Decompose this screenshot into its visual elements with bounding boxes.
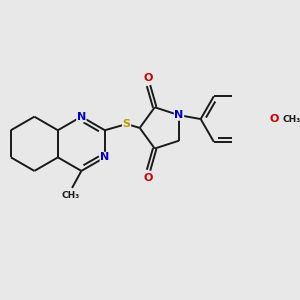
Text: N: N — [100, 152, 110, 162]
Text: O: O — [270, 114, 279, 124]
Text: N: N — [77, 112, 86, 122]
Text: O: O — [144, 173, 153, 183]
Text: CH₃: CH₃ — [61, 191, 80, 200]
Text: S: S — [123, 119, 130, 129]
Text: O: O — [144, 73, 153, 83]
Text: CH₃: CH₃ — [283, 115, 300, 124]
Text: N: N — [174, 110, 184, 120]
